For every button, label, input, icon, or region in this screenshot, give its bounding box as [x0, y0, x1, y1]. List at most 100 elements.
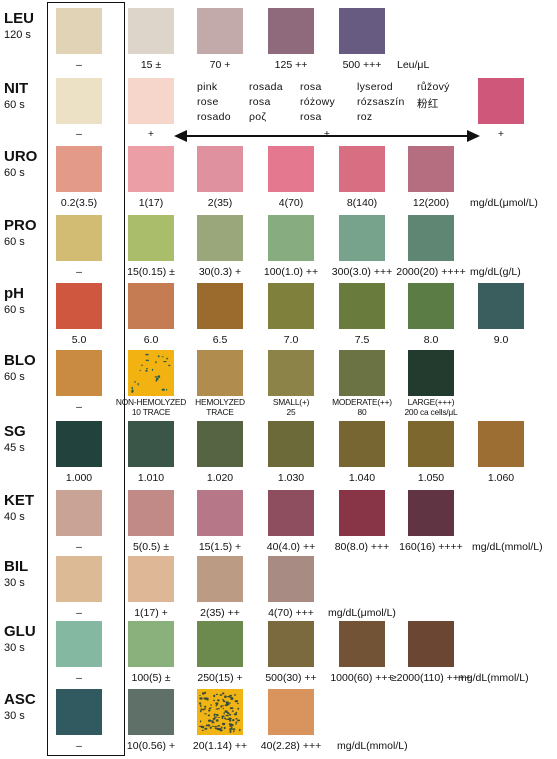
read-time: 40 s	[4, 511, 25, 523]
color-name-translation: rose	[197, 96, 219, 108]
test-row-ph: pH 60 s 5.0 6.0 6.5 7.0 7.5 8.0 9.0	[0, 283, 557, 351]
arrow-left-icon	[174, 130, 187, 142]
speckle-dot	[228, 717, 231, 721]
test-abbreviation: KET	[4, 492, 34, 509]
color-swatch	[128, 556, 174, 602]
speckle-dot	[137, 382, 139, 386]
result-label: 6.0	[143, 334, 159, 346]
speckle-dot	[141, 364, 143, 367]
speckle-dot	[215, 693, 218, 696]
color-swatch	[128, 78, 174, 124]
result-label: 1.060	[487, 472, 515, 484]
result-label: 100(5) ±	[131, 672, 171, 684]
color-swatch	[268, 689, 314, 735]
result-label: 7.0	[283, 334, 299, 346]
color-swatch	[56, 8, 102, 54]
speckle-dot	[213, 713, 216, 717]
result-label: –	[76, 401, 82, 413]
speckle-dot	[215, 703, 218, 706]
color-swatch	[268, 490, 314, 536]
color-swatch	[268, 8, 314, 54]
speckle-dot	[209, 726, 212, 729]
result-label: ≥2000(110) ++++	[390, 672, 472, 684]
speckle-dot	[237, 702, 239, 705]
color-swatch	[56, 146, 102, 192]
read-time: 30 s	[4, 577, 25, 589]
color-swatch	[339, 490, 385, 536]
color-name-translation: rosado	[197, 111, 231, 123]
color-name-translation: růžový	[417, 81, 450, 93]
speckle-dot	[221, 692, 225, 695]
unit-label: mg/dL(g/L)	[470, 266, 521, 278]
speckle-dot	[204, 697, 208, 700]
speckle-dot	[213, 699, 215, 702]
speckle-dot	[221, 705, 224, 707]
speckle-dot	[157, 355, 160, 358]
speckle-dot	[168, 364, 171, 367]
color-swatch	[339, 8, 385, 54]
result-label: 500 +++	[342, 59, 382, 71]
speckle-dot	[200, 725, 205, 729]
color-swatch	[128, 146, 174, 192]
speckle-dot	[228, 729, 232, 731]
read-time: 45 s	[4, 442, 25, 454]
color-swatch	[197, 350, 243, 396]
read-time: 60 s	[4, 304, 25, 316]
unit-label: Leu/μL	[397, 59, 430, 71]
speckle-dot	[217, 725, 221, 727]
result-label: 500(30) ++	[265, 672, 317, 684]
speckle-dot	[232, 728, 236, 731]
color-swatch	[197, 215, 243, 261]
test-row-glu: GLU 30 s – 100(5) ± 250(15) + 500(30) ++ 1000(…	[0, 621, 557, 689]
read-time: 60 s	[4, 167, 25, 179]
color-swatch	[268, 146, 314, 192]
test-row-sg: SG 45 s 1.000 1.010 1.020 1.030 1.040 1.050 1.06…	[0, 421, 557, 489]
result-label: 1.010	[137, 472, 165, 484]
result-label: 2000(20) ++++	[396, 266, 466, 278]
speckle-dot	[225, 714, 229, 717]
result-label: 1.040	[348, 472, 376, 484]
color-swatch	[478, 283, 524, 329]
speckle-dot	[229, 707, 234, 710]
speckle-dot	[233, 730, 235, 733]
color-name-translation: rosa	[249, 96, 271, 108]
speckle-dot	[235, 718, 238, 720]
speckle-dot	[146, 368, 148, 370]
speckle-dot	[211, 721, 214, 724]
color-swatch	[408, 490, 454, 536]
color-swatch	[56, 283, 102, 329]
unit-label: mg/dL(μmol/L)	[328, 607, 396, 619]
speckle-dot	[207, 724, 211, 727]
color-swatch	[197, 556, 243, 602]
speckle-dot	[215, 713, 219, 716]
speckle-dot	[205, 724, 208, 727]
test-row-blo: BLO 60 s – NON-HEMOLYZED 10 TRACE HEMOLYZED …	[0, 350, 557, 418]
speckle-dot	[166, 357, 169, 360]
speckle-dot	[156, 377, 159, 381]
speckle-dot	[207, 714, 211, 717]
result-label: –	[76, 607, 82, 619]
speckle-dot	[134, 381, 137, 383]
color-swatch	[268, 556, 314, 602]
speckle-dot	[217, 717, 220, 718]
speckle-dot	[131, 390, 134, 393]
result-label: 40(4.0) ++	[266, 541, 316, 553]
result-label: 1(17) +	[134, 607, 168, 619]
result-label: 8.0	[423, 334, 439, 346]
speckle-dot	[151, 368, 154, 371]
test-row-asc: ASC 30 s – 10(0.56) + 20(1.14) ++ 40(2.28) ++…	[0, 689, 557, 757]
speckle-dot	[229, 728, 233, 730]
speckle-dot	[234, 700, 239, 702]
speckle-dot	[224, 710, 228, 713]
speckle-dot	[223, 726, 226, 730]
color-swatch	[128, 490, 174, 536]
color-swatch	[128, 283, 174, 329]
speckle-dot	[165, 389, 168, 391]
speckle-dot	[214, 726, 218, 728]
speckle-dot	[227, 704, 230, 706]
result-label: 70 +	[209, 59, 231, 71]
test-row-bil: BIL 30 s – 1(17) + 2(35) ++ 4(70) +++ mg/dL(μm…	[0, 556, 557, 624]
speckle-dot	[235, 721, 238, 724]
color-swatch	[408, 215, 454, 261]
unit-label: mg/dL(mmol/L)	[458, 672, 529, 684]
